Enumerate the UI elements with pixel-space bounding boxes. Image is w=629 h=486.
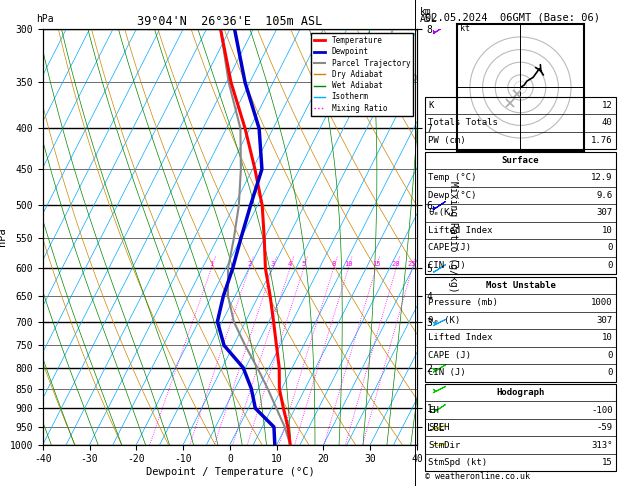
Text: 9.6: 9.6 (596, 191, 613, 200)
Text: ASL: ASL (420, 14, 438, 24)
Y-axis label: Mixing Ratio (g/kg): Mixing Ratio (g/kg) (448, 181, 459, 293)
Text: CAPE (J): CAPE (J) (428, 243, 471, 252)
Text: SREH: SREH (428, 423, 450, 432)
Text: PW (cm): PW (cm) (428, 136, 466, 145)
Text: 20: 20 (392, 261, 401, 267)
Text: θₑ (K): θₑ (K) (428, 316, 460, 325)
Text: 10: 10 (602, 333, 613, 342)
Text: 4: 4 (288, 261, 292, 267)
Text: 40: 40 (602, 119, 613, 127)
Text: Most Unstable: Most Unstable (486, 281, 555, 290)
Text: km: km (420, 7, 432, 17)
Y-axis label: hPa: hPa (0, 227, 7, 246)
Text: 5: 5 (301, 261, 306, 267)
Text: Hodograph: Hodograph (496, 388, 545, 397)
Text: Surface: Surface (502, 156, 539, 165)
Text: 25: 25 (408, 261, 416, 267)
Text: © weatheronline.co.uk: © weatheronline.co.uk (425, 472, 530, 481)
X-axis label: Dewpoint / Temperature (°C): Dewpoint / Temperature (°C) (145, 467, 314, 477)
Text: 0: 0 (607, 351, 613, 360)
Text: StmDir: StmDir (428, 441, 460, 450)
Text: 15: 15 (602, 458, 613, 467)
Text: 1: 1 (209, 261, 213, 267)
Text: 1.76: 1.76 (591, 136, 613, 145)
Text: 12: 12 (602, 101, 613, 110)
Text: 10: 10 (344, 261, 353, 267)
Text: 02.05.2024  06GMT (Base: 06): 02.05.2024 06GMT (Base: 06) (425, 12, 599, 22)
Text: 313°: 313° (591, 441, 613, 450)
Text: Lifted Index: Lifted Index (428, 226, 493, 235)
Text: 307: 307 (596, 316, 613, 325)
Text: 307: 307 (596, 208, 613, 217)
Text: Pressure (mb): Pressure (mb) (428, 298, 498, 307)
Text: CAPE (J): CAPE (J) (428, 351, 471, 360)
Text: StmSpd (kt): StmSpd (kt) (428, 458, 487, 467)
Text: CIN (J): CIN (J) (428, 261, 466, 270)
Text: -100: -100 (591, 406, 613, 415)
Text: hPa: hPa (36, 14, 54, 24)
Text: 10: 10 (602, 226, 613, 235)
Text: Dewp (°C): Dewp (°C) (428, 191, 477, 200)
Text: -59: -59 (596, 423, 613, 432)
Text: θₑ(K): θₑ(K) (428, 208, 455, 217)
Title: 39°04'N  26°36'E  105m ASL: 39°04'N 26°36'E 105m ASL (137, 15, 323, 28)
Legend: Temperature, Dewpoint, Parcel Trajectory, Dry Adiabat, Wet Adiabat, Isotherm, Mi: Temperature, Dewpoint, Parcel Trajectory… (311, 33, 413, 116)
Text: 3: 3 (270, 261, 275, 267)
Text: 12.9: 12.9 (591, 174, 613, 182)
Text: K: K (428, 101, 434, 110)
Text: Totals Totals: Totals Totals (428, 119, 498, 127)
Text: Lifted Index: Lifted Index (428, 333, 493, 342)
Text: 2: 2 (247, 261, 252, 267)
Text: 0: 0 (607, 368, 613, 377)
Text: EH: EH (428, 406, 439, 415)
Text: kt: kt (460, 24, 470, 33)
Text: CIN (J): CIN (J) (428, 368, 466, 377)
Text: 8: 8 (331, 261, 336, 267)
Text: Temp (°C): Temp (°C) (428, 174, 477, 182)
Text: 15: 15 (372, 261, 380, 267)
Text: 1000: 1000 (591, 298, 613, 307)
Text: 0: 0 (607, 261, 613, 270)
Text: 0: 0 (607, 243, 613, 252)
